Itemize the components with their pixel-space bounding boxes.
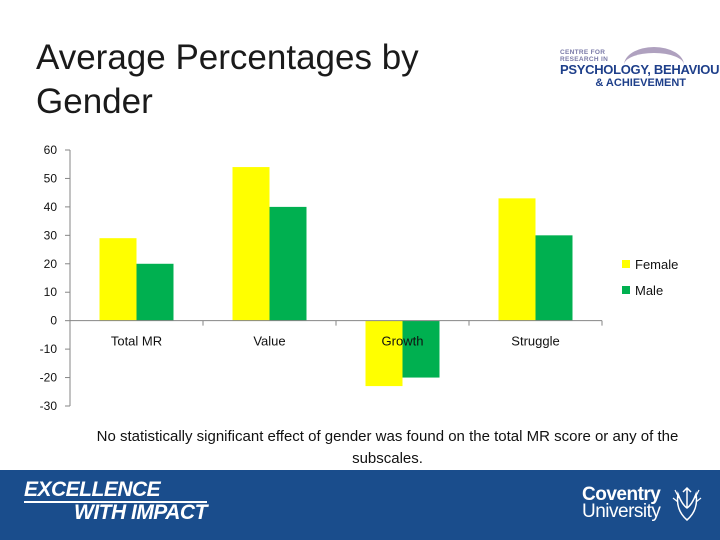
legend-label-male: Male	[635, 283, 663, 298]
logo-line-1b: RESEARCH IN	[560, 56, 609, 63]
university-logo: Coventry University	[582, 484, 661, 522]
axes	[69, 150, 603, 406]
bar-female-total-mr	[99, 238, 137, 321]
bar-male-struggle	[535, 235, 573, 321]
bar-male-value	[269, 206, 307, 321]
x-tick-label: Struggle	[511, 334, 559, 349]
y-tick-label: 30	[44, 228, 58, 242]
legend-swatch-female	[622, 260, 630, 268]
bar-male-total-mr	[136, 263, 174, 321]
y-tick-label: -20	[40, 371, 58, 385]
bar-female-struggle	[498, 198, 536, 321]
bar-chart: -30 -20 -10 0 10 20 30 40 50 60 Total MR Value Grow…	[40, 143, 679, 413]
excellence-slogan: EXCELLENCE WITH IMPACT	[24, 478, 207, 523]
x-tick-label: Growth	[382, 334, 424, 349]
university-name-1: Coventry	[582, 484, 661, 505]
y-tick-label: 10	[44, 285, 58, 299]
caption: No statistically significant effect of g…	[96, 428, 679, 467]
slogan-line-2: WITH IMPACT	[24, 501, 207, 523]
y-tick-label: -30	[40, 399, 58, 413]
page-title: Average Percentages by Gender	[36, 38, 419, 121]
phoenix-crest-icon	[672, 486, 702, 521]
y-tick-label: 0	[50, 314, 57, 328]
legend-swatch-male	[622, 286, 630, 294]
x-tick-label: Value	[253, 334, 285, 349]
y-tick-label: 60	[44, 143, 58, 157]
footer-banner: EXCELLENCE WITH IMPACT Coventry Universi…	[0, 470, 720, 540]
x-axis-labels: Total MR Value Growth Struggle	[111, 334, 560, 349]
y-tick-label: 50	[44, 171, 58, 185]
y-tick-label: 20	[44, 257, 58, 271]
slogan-line-1: EXCELLENCE	[24, 478, 161, 501]
logo-line-1: CENTRE FOR	[560, 49, 606, 56]
bar-male-growth	[402, 320, 440, 378]
bars	[99, 167, 573, 387]
research-centre-logo: CENTRE FOR RESEARCH IN PSYCHOLOGY, BEHAV…	[560, 47, 720, 95]
logo-arc-icon	[624, 47, 684, 83]
bar-female-growth	[365, 320, 403, 387]
y-axis-ticks: -30 -20 -10 0 10 20 30 40 50 60	[40, 143, 70, 413]
legend-label-female: Female	[635, 257, 678, 272]
y-tick-label: -10	[40, 342, 58, 356]
legend: Female Male	[622, 257, 678, 298]
y-tick-label: 40	[44, 200, 58, 214]
university-name-2: University	[582, 501, 661, 522]
x-tick-label: Total MR	[111, 334, 162, 349]
bar-female-value	[232, 167, 270, 321]
